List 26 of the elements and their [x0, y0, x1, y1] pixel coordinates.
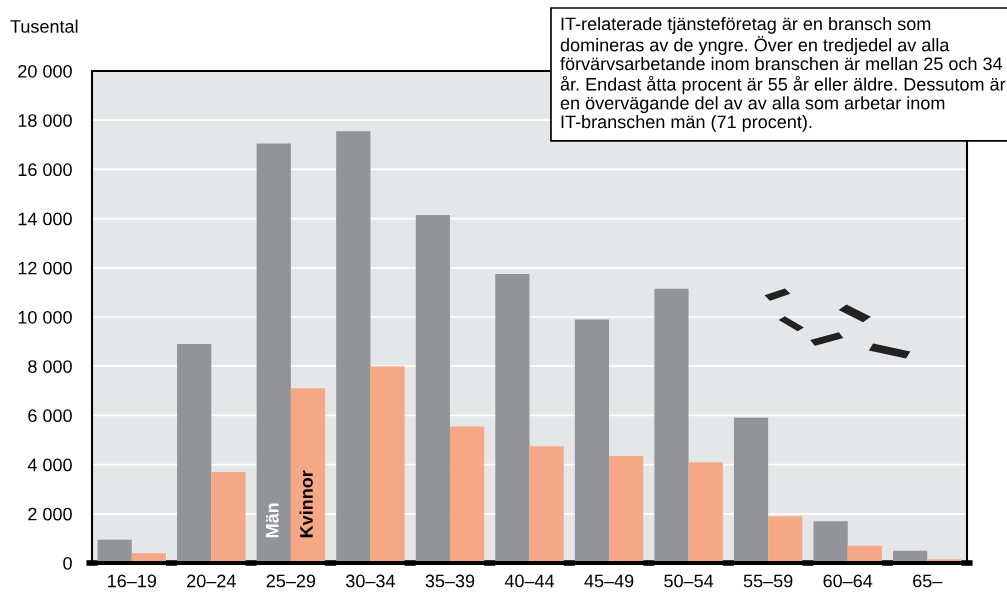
x-tick-label: 40–44	[504, 574, 555, 588]
x-tick-label: 20–24	[187, 574, 236, 588]
y-tick-label: 6 000	[28, 409, 72, 423]
x-tick-label: 60–64	[823, 574, 873, 588]
x-tick-label: 55–59	[743, 574, 793, 588]
y-axis-title: Tusental	[10, 19, 78, 33]
y-tick-label: 2 000	[28, 507, 72, 521]
y-tick-label: 16 000	[18, 163, 72, 177]
x-tick-label: 16–19	[108, 574, 157, 588]
x-tick-label: 65–	[913, 574, 943, 588]
series-label: Män	[265, 503, 279, 538]
y-tick-label: 20 000	[18, 64, 72, 78]
y-tick-label: 4 000	[27, 458, 72, 472]
x-tick-label: 50–54	[664, 574, 714, 588]
series-label: Kvinnor	[299, 470, 313, 538]
annotation: IT-relaterade tjänsteföretag är en bransch som domineras av de yngre. Över en tredjedel av alla förvärvsarbetande inom branschen är mellan 25 och 34 år. Endast åtta procent är 55 år eller äldre. Dessutom är en övervägande del av av alla som arbetar inom IT-branschen män (71 procent).	[560, 17, 1006, 132]
y-tick-label: 8 000	[28, 360, 72, 373]
x-tick-label: 25–29	[266, 574, 316, 588]
x-tick-label: 35–39	[425, 574, 475, 588]
y-tick-label: 18 000	[18, 114, 72, 127]
y-tick-label: 10 000	[18, 310, 72, 324]
y-tick-label: 12 000	[18, 261, 72, 275]
y-tick-label: 0	[63, 556, 72, 570]
x-tick-label: 45–49	[584, 574, 634, 588]
y-tick-label: 14 000	[18, 212, 72, 226]
x-tick-label: 30–34	[346, 574, 395, 588]
